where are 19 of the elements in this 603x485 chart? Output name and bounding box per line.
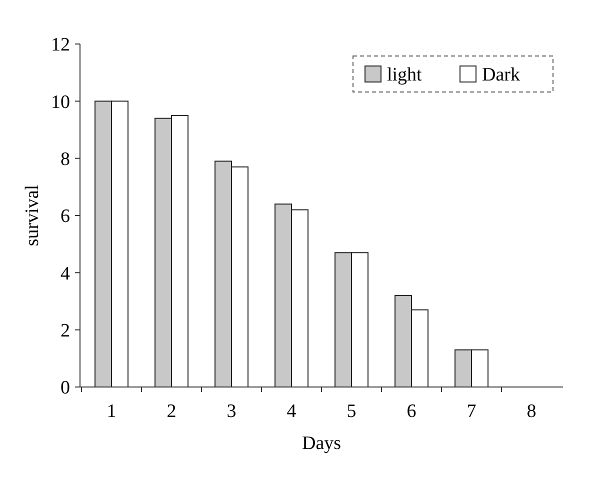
x-tick-label: 8: [526, 401, 536, 422]
x-tick-label: 1: [106, 401, 116, 422]
legend-label: light: [387, 64, 423, 86]
x-tick-label: 2: [166, 401, 176, 422]
y-tick-label: 8: [60, 148, 70, 170]
x-axis-title: Days: [302, 433, 342, 454]
x-tick-label: 3: [226, 401, 236, 422]
y-tick-label: 6: [60, 206, 70, 228]
y-tick-label: 12: [51, 34, 70, 56]
x-tick-label: 6: [406, 401, 416, 422]
y-axis-title: survival: [22, 184, 43, 246]
y-tick-label: 2: [60, 320, 70, 342]
y-tick-label: 4: [60, 263, 70, 284]
x-tick-label: 7: [466, 401, 476, 422]
legend-label: Dark: [482, 64, 520, 86]
y-tick-label: 10: [51, 92, 70, 113]
x-tick-label: 5: [346, 401, 356, 422]
y-tick-label: 0: [60, 378, 70, 399]
x-tick-label: 4: [286, 401, 297, 422]
